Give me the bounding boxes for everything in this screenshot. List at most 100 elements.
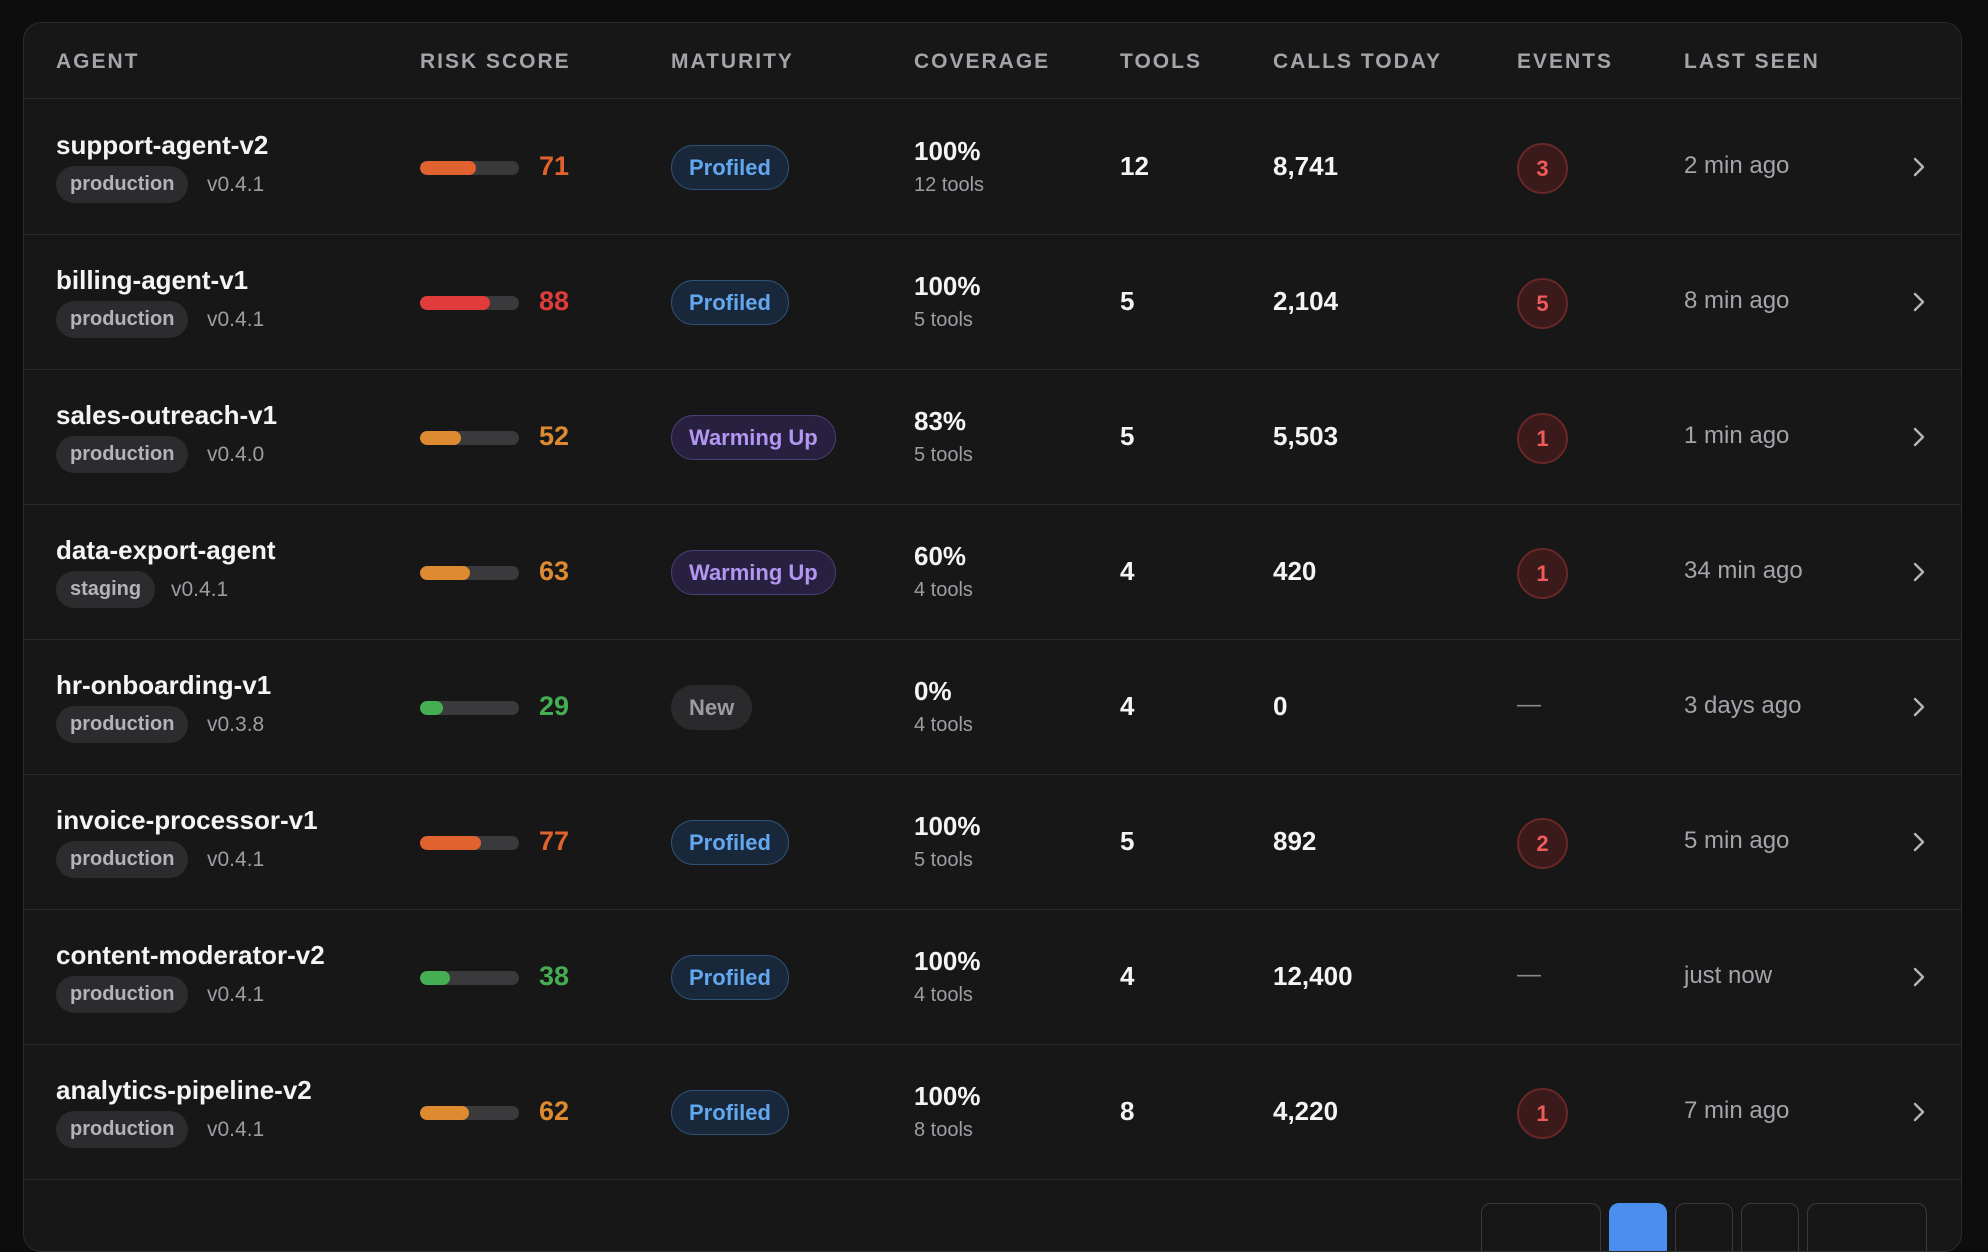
environment-badge: production xyxy=(56,1111,189,1148)
pagination-page-button[interactable] xyxy=(1741,1203,1799,1251)
risk-score-bar-fill xyxy=(420,701,443,715)
table-row[interactable]: support-agent-v2 production v0.4.1 71 Pr… xyxy=(24,100,1961,235)
environment-badge: production xyxy=(56,706,189,743)
last-seen: 1 min ago xyxy=(1684,422,1790,449)
agent-version: v0.4.1 xyxy=(207,983,265,1006)
calls-today: 5,503 xyxy=(1273,421,1339,451)
last-seen: 3 days ago xyxy=(1684,692,1802,719)
agent-version: v0.4.1 xyxy=(171,578,229,601)
header-agent[interactable]: AGENT xyxy=(56,50,140,73)
events-count-badge[interactable]: 1 xyxy=(1517,413,1568,464)
environment-badge: production xyxy=(56,166,189,203)
chevron-right-icon[interactable] xyxy=(1904,287,1934,317)
maturity-badge: Profiled xyxy=(671,280,789,325)
calls-today: 4,220 xyxy=(1273,1096,1339,1126)
risk-score-bar-fill xyxy=(420,836,481,850)
maturity-badge: Warming Up xyxy=(671,415,836,460)
pagination-page-button[interactable] xyxy=(1675,1203,1733,1251)
events-empty: — xyxy=(1517,961,1541,988)
chevron-right-icon[interactable] xyxy=(1904,692,1934,722)
header-risk-score[interactable]: RISK SCORE xyxy=(420,50,571,73)
table-row[interactable]: content-moderator-v2 production v0.4.1 3… xyxy=(24,910,1961,1045)
environment-badge: production xyxy=(56,976,189,1013)
coverage-tools: 4 tools xyxy=(914,984,973,1006)
pagination-prev-button[interactable] xyxy=(1481,1203,1601,1251)
table-row[interactable]: sales-outreach-v1 production v0.4.0 52 W… xyxy=(24,370,1961,505)
coverage-percent: 100% xyxy=(914,271,981,301)
chevron-right-icon[interactable] xyxy=(1904,152,1934,182)
risk-score-bar xyxy=(420,836,519,850)
coverage-tools: 4 tools xyxy=(914,714,973,736)
risk-score-bar xyxy=(420,971,519,985)
pagination-next-button[interactable] xyxy=(1807,1203,1927,1251)
chevron-right-icon[interactable] xyxy=(1904,557,1934,587)
agent-name[interactable]: support-agent-v2 xyxy=(56,130,269,160)
calls-today: 892 xyxy=(1273,826,1317,856)
risk-score-bar-fill xyxy=(420,1106,470,1120)
risk-score-bar-fill xyxy=(420,566,470,580)
events-count-badge[interactable]: 1 xyxy=(1517,1088,1568,1139)
agent-name[interactable]: analytics-pipeline-v2 xyxy=(56,1075,312,1105)
calls-today: 12,400 xyxy=(1273,961,1353,991)
header-calls-today[interactable]: CALLS TODAY xyxy=(1273,50,1443,73)
maturity-badge: New xyxy=(671,685,753,730)
chevron-right-icon[interactable] xyxy=(1904,962,1934,992)
risk-score-value: 29 xyxy=(539,691,570,721)
risk-score-bar-fill xyxy=(420,161,477,175)
tools-count: 8 xyxy=(1120,1096,1135,1126)
risk-score-bar xyxy=(420,566,519,580)
maturity-badge: Profiled xyxy=(671,820,789,865)
agent-name[interactable]: data-export-agent xyxy=(56,535,276,565)
header-maturity[interactable]: MATURITY xyxy=(671,50,794,73)
events-empty: — xyxy=(1517,691,1541,718)
tools-count: 4 xyxy=(1120,961,1135,991)
environment-badge: production xyxy=(56,436,189,473)
table-header: AGENT RISK SCORE MATURITY COVERAGE TOOLS… xyxy=(24,23,1961,99)
last-seen: 2 min ago xyxy=(1684,152,1790,179)
header-events[interactable]: EVENTS xyxy=(1517,50,1614,73)
chevron-right-icon[interactable] xyxy=(1904,1097,1934,1127)
agent-name[interactable]: sales-outreach-v1 xyxy=(56,400,278,430)
header-coverage[interactable]: COVERAGE xyxy=(914,50,1051,73)
risk-score-bar-fill xyxy=(420,971,451,985)
header-tools[interactable]: TOOLS xyxy=(1120,50,1202,73)
coverage-percent: 100% xyxy=(914,811,981,841)
agent-version: v0.4.0 xyxy=(207,443,265,466)
risk-score-value: 63 xyxy=(539,556,570,586)
risk-score-bar xyxy=(420,701,519,715)
table-row[interactable]: billing-agent-v1 production v0.4.1 88 Pr… xyxy=(24,235,1961,370)
chevron-right-icon[interactable] xyxy=(1904,422,1934,452)
header-last-seen[interactable]: LAST SEEN xyxy=(1684,50,1820,73)
risk-score-value: 88 xyxy=(539,286,570,316)
pagination-page-current[interactable] xyxy=(1609,1203,1667,1251)
table-row[interactable]: data-export-agent staging v0.4.1 63 Warm… xyxy=(24,505,1961,640)
events-count-badge[interactable]: 3 xyxy=(1517,143,1568,194)
agent-name[interactable]: invoice-processor-v1 xyxy=(56,805,318,835)
agent-version: v0.4.1 xyxy=(207,173,265,196)
coverage-percent: 100% xyxy=(914,946,981,976)
agent-name[interactable]: content-moderator-v2 xyxy=(56,940,325,970)
last-seen: 7 min ago xyxy=(1684,1097,1790,1124)
coverage-tools: 4 tools xyxy=(914,579,973,601)
last-seen: 8 min ago xyxy=(1684,287,1790,314)
agent-version: v0.4.1 xyxy=(207,848,265,871)
agent-name[interactable]: billing-agent-v1 xyxy=(56,265,249,295)
table-row[interactable]: analytics-pipeline-v2 production v0.4.1 … xyxy=(24,1045,1961,1180)
events-count-badge[interactable]: 2 xyxy=(1517,818,1568,869)
chevron-right-icon[interactable] xyxy=(1904,827,1934,857)
coverage-percent: 60% xyxy=(914,541,967,571)
risk-score-bar-fill xyxy=(420,296,490,310)
table-row[interactable]: hr-onboarding-v1 production v0.3.8 29 Ne… xyxy=(24,640,1961,775)
table-row[interactable]: invoice-processor-v1 production v0.4.1 7… xyxy=(24,775,1961,910)
environment-badge: production xyxy=(56,841,189,878)
tools-count: 4 xyxy=(1120,691,1135,721)
coverage-tools: 5 tools xyxy=(914,444,973,466)
tools-count: 5 xyxy=(1120,826,1135,856)
calls-today: 2,104 xyxy=(1273,286,1339,316)
coverage-percent: 83% xyxy=(914,406,967,436)
agent-name[interactable]: hr-onboarding-v1 xyxy=(56,670,272,700)
events-count-badge[interactable]: 5 xyxy=(1517,278,1568,329)
events-count-badge[interactable]: 1 xyxy=(1517,548,1568,599)
tools-count: 12 xyxy=(1120,151,1149,181)
maturity-badge: Profiled xyxy=(671,955,789,1000)
